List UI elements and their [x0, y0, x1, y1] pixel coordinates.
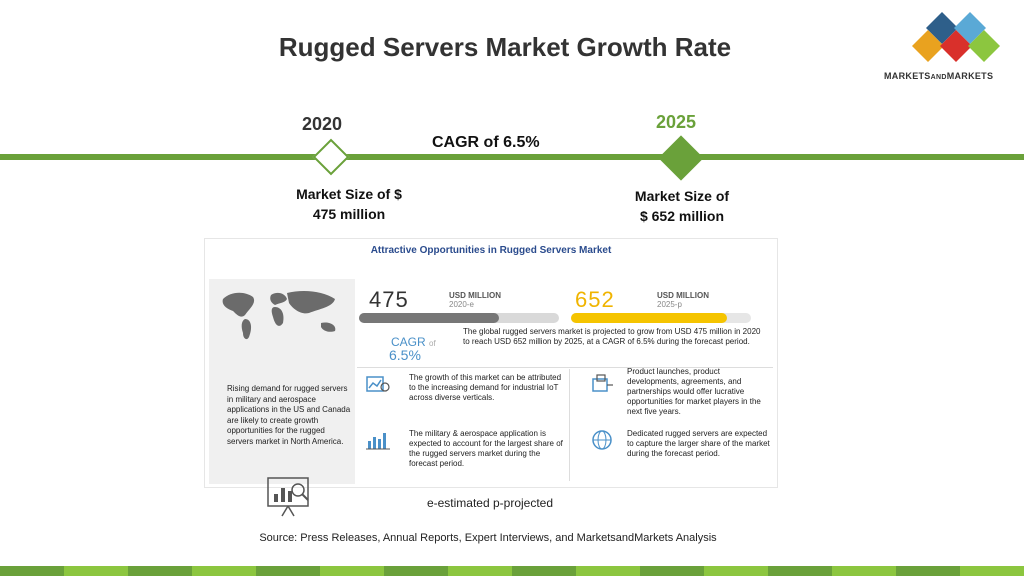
item-product-launches: Product launches, product developments, … [627, 367, 761, 416]
timeline-bar [0, 154, 1024, 160]
market-description: The global rugged servers market is proj… [463, 327, 761, 346]
footer-stripe [0, 566, 1024, 576]
usd-label-2020: USD MILLION 2020-e [449, 291, 501, 309]
marketsandmarkets-logo [912, 12, 1000, 62]
footnote: e-estimated p-projected [426, 496, 554, 510]
presentation-chart-icon [267, 477, 309, 517]
left-info-box: Rising demand for rugged servers in mili… [209, 279, 355, 517]
bar-chart-icon [366, 433, 390, 450]
cagr-label: CAGR of 6.5% [432, 134, 540, 151]
product-launch-icon [592, 374, 613, 392]
logo-text: MARKETSANDMARKETS [884, 71, 994, 81]
iot-growth-icon [366, 376, 390, 392]
vertical-divider [569, 369, 570, 481]
bar-2025-fill [571, 313, 727, 323]
year-end: 2025 [656, 112, 697, 132]
infographic-title: Attractive Opportunities in Rugged Serve… [370, 245, 612, 256]
timeline-marker-start [312, 138, 350, 176]
source-note: Source: Press Releases, Annual Reports, … [259, 532, 717, 544]
opportunities-infographic: Attractive Opportunities in Rugged Serve… [204, 238, 778, 517]
value-2025: 652 [575, 287, 615, 312]
usd-label-2025: USD MILLION 2025-p [657, 291, 709, 309]
value-2020: 475 [369, 287, 409, 312]
market-size-end: Market Size of $ 652 million [634, 188, 730, 224]
globe-icon [592, 430, 612, 450]
item-military: The military & aerospace application is … [409, 429, 563, 468]
market-size-start: Market Size of $ 475 million [296, 186, 402, 222]
timeline-marker-end [658, 135, 704, 181]
cagr-value: 6.5% [389, 347, 421, 363]
horizontal-divider [357, 367, 773, 368]
bar-2020-fill [359, 313, 499, 323]
page-title: Rugged Servers Market Growth Rate [278, 32, 732, 62]
item-dedicated-servers: Dedicated rugged servers are expected to… [627, 429, 770, 458]
year-start: 2020 [302, 114, 343, 134]
item-iot: The growth of this market can be attribu… [409, 373, 562, 402]
cagr-word: CAGR of [391, 335, 436, 349]
world-map-icon [222, 291, 336, 340]
left-info-text: Rising demand for rugged servers in mili… [227, 384, 351, 446]
